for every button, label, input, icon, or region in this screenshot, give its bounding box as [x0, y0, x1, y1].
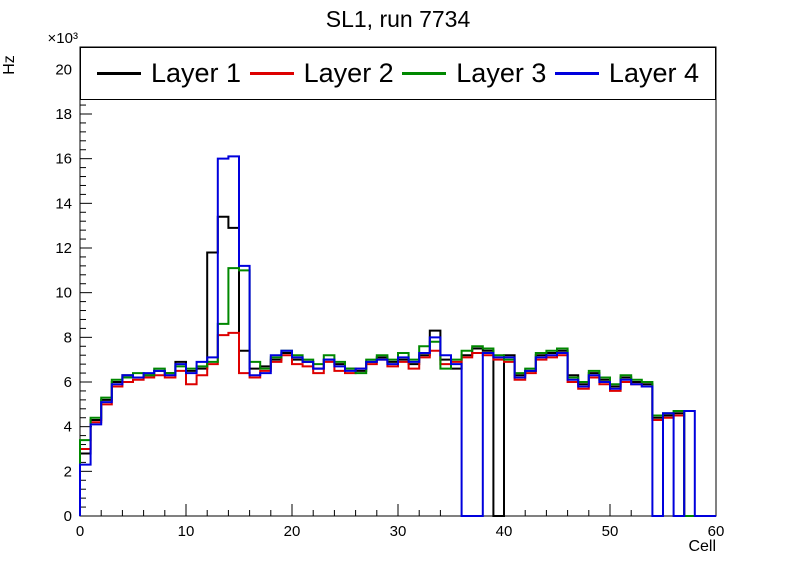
y-tick-label: 16: [55, 151, 72, 168]
series-layer-4: [79, 155, 716, 517]
x-axis-title: Cell: [688, 538, 716, 555]
y-tick-label: 8: [64, 329, 72, 346]
legend-label: Layer 4: [608, 58, 699, 88]
x-tick-label: 30: [390, 523, 407, 540]
legend-entry: Layer 3: [402, 60, 546, 87]
y-tick-label: 0: [64, 508, 72, 525]
chart-title: SL1, run 7734: [325, 6, 471, 32]
y-tick-label: 6: [64, 374, 72, 391]
legend-box: Layer 1 Layer 2 Layer 3 Layer 4: [80, 47, 716, 100]
legend-label: Layer 2: [303, 58, 394, 88]
y-axis-title: Hz: [0, 55, 18, 75]
x-tick-label: 40: [496, 523, 513, 540]
y-axis-multiplier: ×10³: [47, 30, 78, 47]
legend-line-sample: [97, 72, 141, 75]
legend-entry: Layer 2: [249, 58, 394, 88]
series-layer-3: [79, 267, 716, 517]
legend-entry: Layer 1: [97, 60, 241, 87]
legend-label: Layer 3: [456, 58, 547, 88]
x-tick-label: 60: [708, 523, 725, 540]
x-axis-ticks: 0 10 20 30 40 50 60: [76, 504, 725, 540]
legend-line-sample: [554, 72, 599, 75]
y-tick-label: 12: [55, 240, 72, 257]
y-tick-label: 14: [55, 195, 72, 212]
legend-label: Layer 1: [151, 58, 242, 88]
x-tick-label: 20: [284, 523, 301, 540]
plot-frame: [79, 46, 717, 517]
x-tick-label: 0: [76, 523, 84, 540]
histogram-series: [79, 155, 716, 517]
y-tick-label: 20: [55, 61, 72, 78]
legend-line-sample: [402, 72, 447, 75]
y-axis-ticks: 0 2 4 6 8 10 12 14 16 18 20: [55, 50, 92, 525]
y-tick-label: 18: [55, 106, 72, 123]
x-tick-label: 10: [178, 523, 195, 540]
y-tick-label: 4: [64, 419, 72, 436]
x-tick-label: 50: [602, 523, 619, 540]
legend-line-sample: [249, 72, 294, 75]
legend-entry: Layer 4: [554, 58, 699, 88]
y-tick-label: 10: [55, 285, 72, 302]
y-tick-label: 2: [64, 463, 72, 480]
